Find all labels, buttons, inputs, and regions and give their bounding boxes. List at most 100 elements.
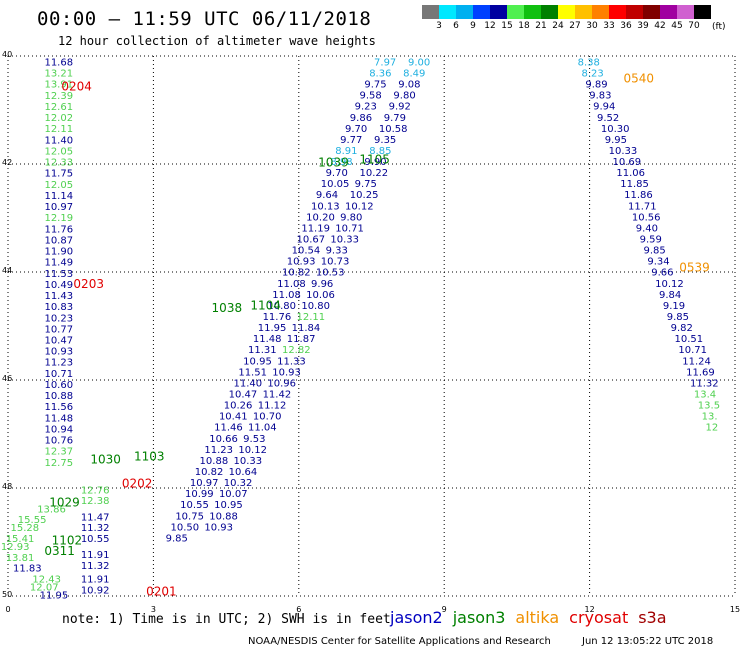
wave-height-reading: 10.71 [678,345,707,356]
wave-height-reading: 10.51 [675,334,704,345]
legend-swatch [626,5,643,19]
wave-height-reading: 13.81 [6,553,35,564]
wave-height-reading: 10.06 [306,290,335,301]
wave-height-reading: 9.85 [166,533,188,544]
wave-height-reading: 13.5 [698,401,720,412]
wave-height-reading: 12.33 [44,158,73,169]
wave-height-reading: 11.32 [81,561,110,572]
pass-time-label: 0201 [146,585,177,599]
satellite-legend: jason2 jason3 altika cryosat s3a [390,608,677,627]
legend-labels: 3 6 9 12 15 18 21 24 27 30 33 36 39 42 45 70 [422,19,740,31]
wave-height-reading: 10.93 [204,522,233,533]
legend-label: 36 [620,21,632,31]
wave-height-reading: 12.75 [44,458,73,469]
longitude-tick-label: 0 [5,605,11,614]
wave-height-reading: 13.91 [44,80,73,91]
generation-timestamp: Jun 12 13:05:22 UTC 2018 [582,636,714,647]
wave-height-reading: 10.97 [44,202,73,213]
wave-height-reading: 9.90 [364,157,386,168]
legend-label: 70 [688,21,700,31]
longitude-tick-label: 12 [584,605,595,614]
wave-height-reading: 10.47 [229,390,258,401]
wave-height-reading: 15.55 [18,515,47,526]
wave-height-reading: 9.59 [640,235,662,246]
legend-swatch [643,5,660,19]
wave-height-reading: 11.12 [258,401,287,412]
legend-swatch [422,5,439,19]
wave-height-reading: 10.71 [335,223,364,234]
wave-height-reading: 11.51 [238,367,267,378]
wave-height-reading: 11.04 [248,423,277,434]
wave-height-reading: 12.76 [81,485,110,496]
wave-height-reading: 12.93 [1,542,30,553]
wave-height-reading: 9.40 [636,223,658,234]
legend-label: 21 [535,21,547,31]
satellite-cryosat: cryosat [569,608,629,627]
wave-height-reading: 12.61 [44,102,73,113]
wave-height-reading: 9.53 [243,434,265,445]
longitude-tick-label: 9 [441,605,447,614]
wave-height-reading: 13.21 [44,69,73,80]
wave-height-reading: 8.38 [578,57,600,68]
map-title: 00:00 – 11:59 UTC 06/11/2018 [37,8,372,30]
wave-height-reading: 10.82 [195,467,224,478]
wave-height-reading: 12.02 [44,113,73,124]
legend-swatch [473,5,490,19]
legend-swatch [694,5,711,19]
wave-height-reading: 13.4 [694,390,716,401]
legend-label: 42 [654,21,666,31]
credit-line: NOAA/NESDIS Center for Satellite Applica… [248,636,551,647]
wave-height-reading: 10.88 [209,511,238,522]
wave-height-reading: 12.82 [282,345,311,356]
wave-height-reading: 9.75 [355,179,377,190]
wave-height-reading: 10.41 [219,412,248,423]
wave-height-reading: 7.97 [374,57,396,68]
wave-height-reading: 10.92 [81,585,110,596]
wave-height-reading: 11.91 [81,550,110,561]
wave-height-reading: 11.08 [277,279,306,290]
wave-height-reading: 10.56 [632,212,661,223]
wave-height-reading: 9.23 [355,102,377,113]
wave-height-reading: 10.76 [44,436,73,447]
legend-label: 27 [569,21,581,31]
wave-height-reading: 9.80 [393,91,415,102]
wave-height-reading: 10.22 [360,168,389,179]
wave-height-reading: 9.77 [340,135,362,146]
wave-height-reading: 9.95 [605,135,627,146]
wave-height-reading: 9.70 [345,124,367,135]
legend-label: 15 [501,21,513,31]
wave-height-reading: 10.25 [350,190,379,201]
wave-height-reading: 10.70 [253,412,282,423]
wave-height-reading: 9.70 [326,168,348,179]
pass-time-label: 0202 [122,477,153,491]
wave-height-reading: 9.19 [663,301,685,312]
wave-height-reading: 9.33 [326,246,348,257]
wave-height-reading: 10.33 [609,146,638,157]
wave-height-reading: 12.39 [44,91,73,102]
observations: 11.6813.2113.9112.3912.6112.0212.1111.40… [1,57,720,601]
wave-height-reading: 9.75 [364,80,386,91]
wave-height-reading: 10.49 [44,280,73,291]
wave-height-reading: 11.43 [44,291,73,302]
legend-swatch [609,5,626,19]
wave-height-reading: 11.42 [263,390,292,401]
wave-height-reading: 12.37 [44,447,73,458]
wave-height-reading: 9.86 [350,113,372,124]
wave-height-reading: 10.93 [287,257,316,268]
wave-height-reading: 11.83 [13,564,42,575]
wave-height-reading: 10.82 [282,268,311,279]
latitude-tick-label: 46 [2,374,13,383]
satellite-jason3: jason3 [452,608,506,627]
wave-height-reading: 11.24 [682,356,711,367]
pass-time-label: 0204 [61,80,92,94]
wave-height-reading: 10.30 [601,124,630,135]
wave-height-reading: 12.11 [296,312,325,323]
wave-height-reading: 12.05 [44,180,73,191]
wave-height-reading: 11.32 [690,378,719,389]
wave-height-reading: 13.86 [37,504,66,515]
wave-height-reading: 10.12 [238,445,267,456]
wave-height-reading: 8.91 [335,146,357,157]
pass-time-label: 1104 [250,298,281,312]
wave-height-reading: 11.31 [248,345,277,356]
legend-swatch [575,5,592,19]
